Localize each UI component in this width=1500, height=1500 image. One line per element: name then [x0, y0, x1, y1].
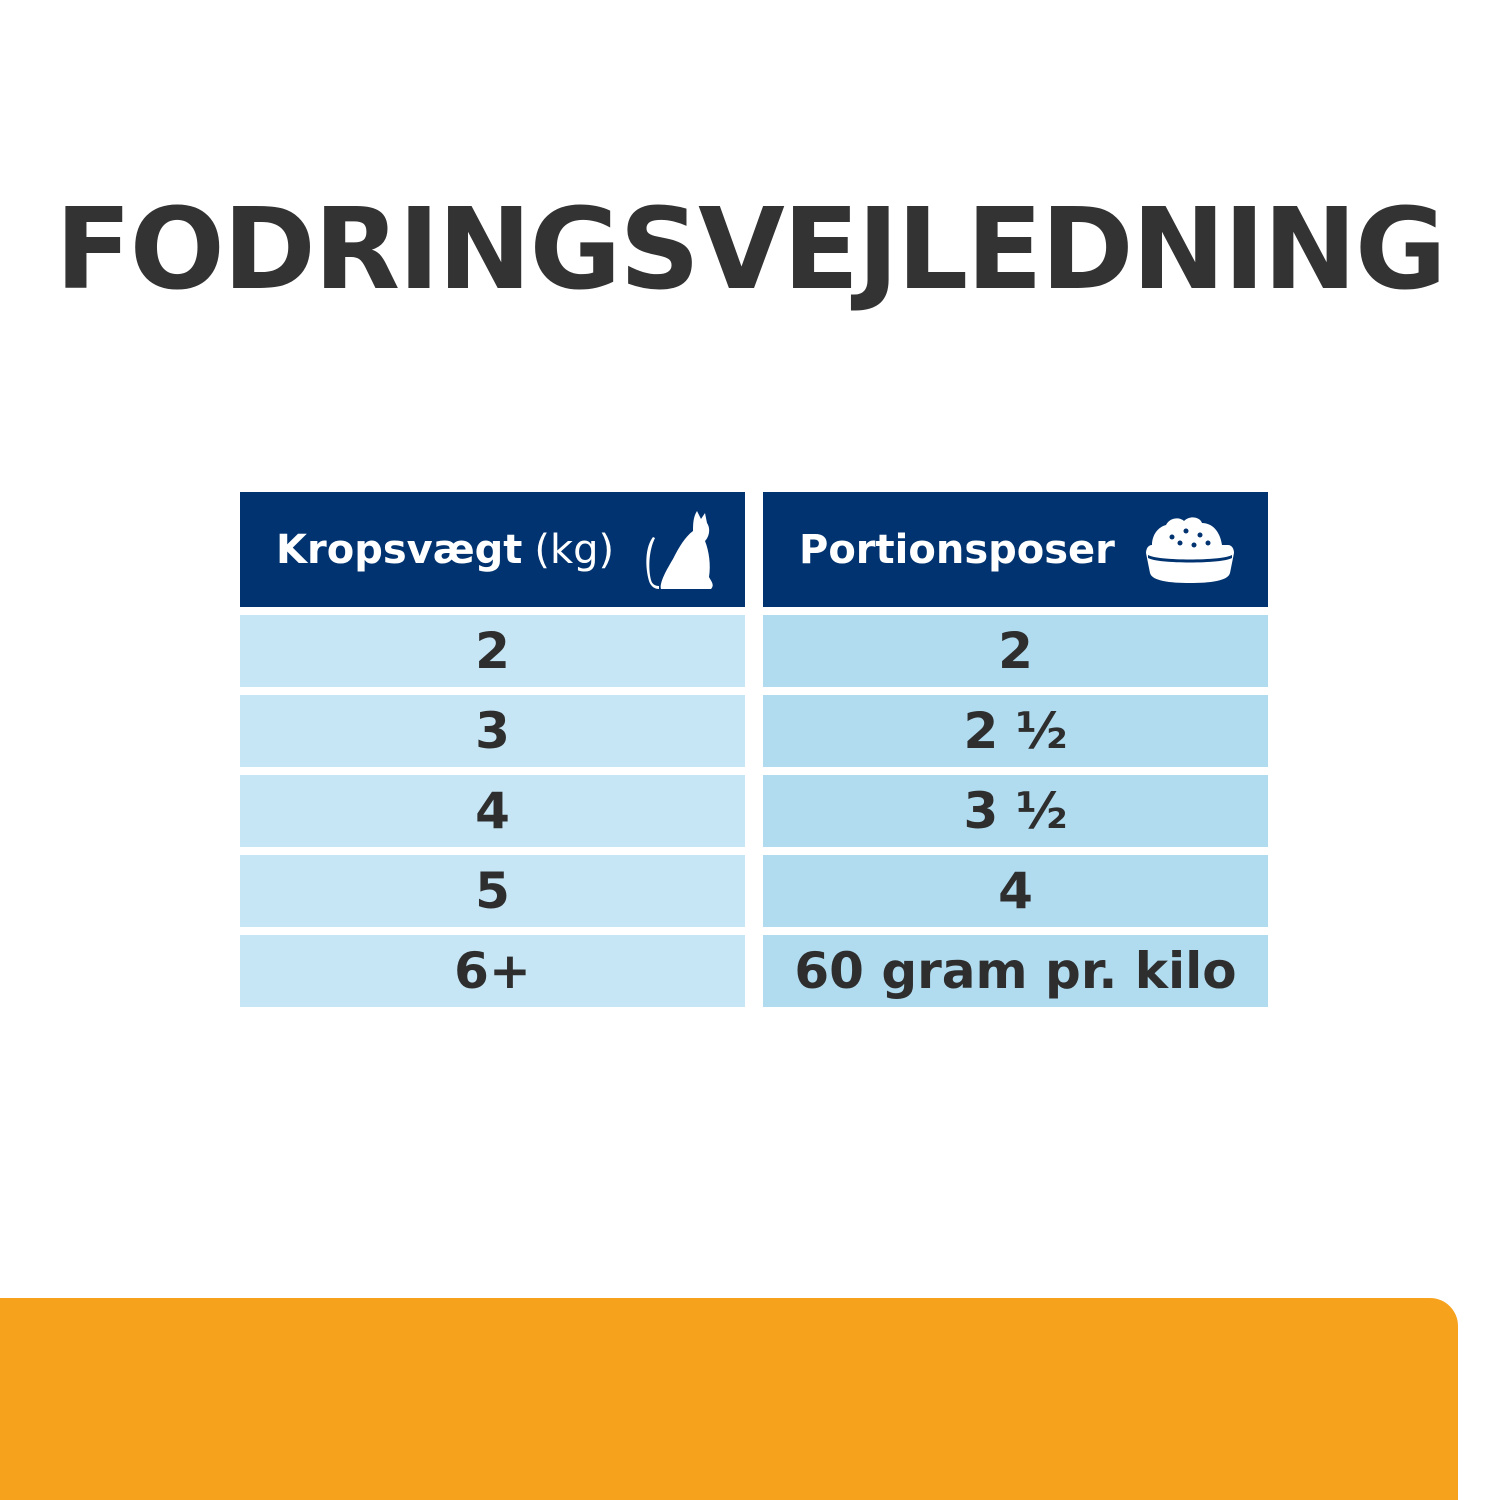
- table-cell-portions: 3 ½: [763, 775, 1268, 847]
- table-cell-portions: 2 ½: [763, 695, 1268, 767]
- page-title: FODRINGSVEJLEDNING: [55, 185, 1447, 315]
- table-cell-weight: 2: [240, 615, 745, 687]
- portions-header-label: Portionsposer: [799, 526, 1115, 573]
- weight-header: Kropsvægt (kg): [240, 492, 745, 607]
- table-cell-weight: 5: [240, 855, 745, 927]
- table-cell-weight: 3: [240, 695, 745, 767]
- weight-header-label: Kropsvægt: [276, 526, 523, 573]
- table-cell-portions: 2: [763, 615, 1268, 687]
- portions-column: Portionsposer 2 2 ½ 3 ½ 4 60 gram pr. ki…: [763, 492, 1268, 1007]
- table-cell-portions: 4: [763, 855, 1268, 927]
- table-cell-weight: 4: [240, 775, 745, 847]
- table-cell-portions: 60 gram pr. kilo: [763, 935, 1268, 1007]
- portions-header: Portionsposer: [763, 492, 1268, 607]
- cat-icon: [646, 510, 713, 589]
- weight-header-unit: (kg): [534, 526, 615, 573]
- orange-footer-band: [0, 1298, 1458, 1500]
- weight-column: Kropsvægt (kg) 2 3 4 5 6+: [240, 492, 745, 1007]
- food-bowl-icon: [1146, 516, 1234, 583]
- table-cell-weight: 6+: [240, 935, 745, 1007]
